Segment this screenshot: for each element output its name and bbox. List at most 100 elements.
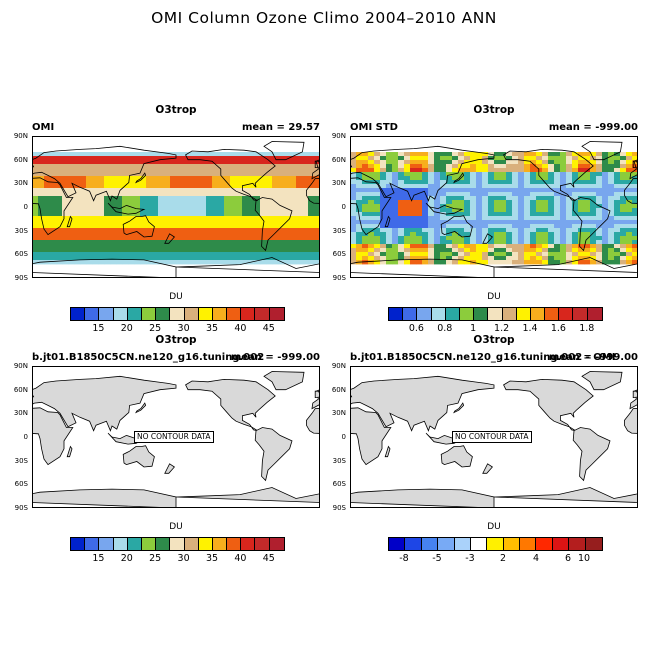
coastline-greenland [263, 371, 305, 391]
field-cell [404, 196, 411, 201]
field-cell [362, 208, 369, 213]
field-cell [410, 168, 417, 173]
field-cell [188, 228, 195, 233]
field-cell [98, 168, 105, 173]
field-cell [128, 208, 135, 213]
field-cell [446, 252, 453, 257]
field-cell [608, 196, 615, 201]
field-cell [368, 244, 375, 249]
field-cell [446, 160, 453, 165]
field-cell [422, 256, 429, 261]
field-cell [398, 200, 405, 205]
colorbar-box [587, 308, 602, 320]
field-cell [140, 228, 147, 233]
field-cell [464, 208, 471, 213]
field-cell [290, 176, 297, 181]
field-cell [152, 196, 159, 201]
field-cell [314, 224, 320, 229]
field-cell [596, 184, 603, 189]
field-cell [302, 224, 309, 229]
field-cell [446, 256, 453, 261]
field-cell [56, 236, 63, 241]
coastline-antarctica [175, 487, 320, 503]
coastline-australia [122, 445, 155, 468]
field-cell [362, 212, 369, 217]
field-cell [212, 196, 219, 201]
field-cell [464, 196, 471, 201]
field-cell [44, 152, 51, 157]
field-cell [122, 172, 129, 177]
field-cell [248, 220, 255, 225]
field-cell [278, 252, 285, 257]
field-cell [542, 224, 549, 229]
field-cell [206, 204, 213, 209]
field-cell [626, 176, 633, 181]
field-cell [224, 220, 231, 225]
field-cell [122, 236, 129, 241]
field-cell [86, 260, 93, 265]
field-cell [176, 180, 183, 185]
field-cell [308, 212, 315, 217]
field-cell [290, 224, 297, 229]
field-cell [146, 196, 153, 201]
field-cell [608, 240, 615, 245]
field-cell [104, 204, 111, 209]
field-cell [386, 204, 393, 209]
field-cell [116, 260, 123, 265]
field-cell [236, 192, 243, 197]
field-cell [74, 200, 81, 205]
field-cell [104, 232, 111, 237]
field-cell [68, 184, 75, 189]
field-cell [284, 260, 291, 265]
field-cell [236, 172, 243, 177]
field-cell [302, 184, 309, 189]
field-cell [194, 168, 201, 173]
field-cell [566, 172, 573, 177]
field-cell [392, 252, 399, 257]
field-cell [434, 240, 441, 245]
field-cell [596, 216, 603, 221]
field-cell [128, 256, 135, 261]
field-cell [602, 236, 609, 241]
field-cell [548, 160, 555, 165]
field-cell [254, 216, 261, 221]
field-cell [362, 248, 369, 253]
field-cell [626, 160, 633, 165]
field-cell [614, 164, 621, 169]
field-cell [278, 212, 285, 217]
field-cell [122, 220, 129, 225]
field-cell [92, 232, 99, 237]
field-cell [260, 240, 267, 245]
field-cell [476, 260, 483, 265]
field-cell [590, 180, 597, 185]
field-cell [206, 188, 213, 193]
field-cell [482, 192, 489, 197]
field-cell [314, 216, 320, 221]
field-cell [62, 252, 69, 257]
field-cell [422, 228, 429, 233]
field-cell [92, 244, 99, 249]
coastline-uk [314, 390, 320, 399]
field-cell [302, 152, 309, 157]
field-cell [446, 244, 453, 249]
field-cell [236, 156, 243, 161]
field-cell [80, 156, 87, 161]
latitude-label: 60N [13, 155, 28, 164]
field-cell [212, 200, 219, 205]
field-cell [548, 260, 555, 265]
field-cell [314, 192, 320, 197]
field-cell [596, 252, 603, 257]
field-cell [488, 180, 495, 185]
colorbar-box [585, 538, 602, 550]
field-cell [122, 164, 129, 169]
field-cell [230, 156, 237, 161]
field-cell [236, 216, 243, 221]
field-cell [362, 180, 369, 185]
field-cell [416, 176, 423, 181]
field-cell [272, 188, 279, 193]
field-cell [494, 232, 501, 237]
field-cell [278, 180, 285, 185]
field-cell [398, 224, 405, 229]
field-cell [248, 196, 255, 201]
field-cell [518, 252, 525, 257]
